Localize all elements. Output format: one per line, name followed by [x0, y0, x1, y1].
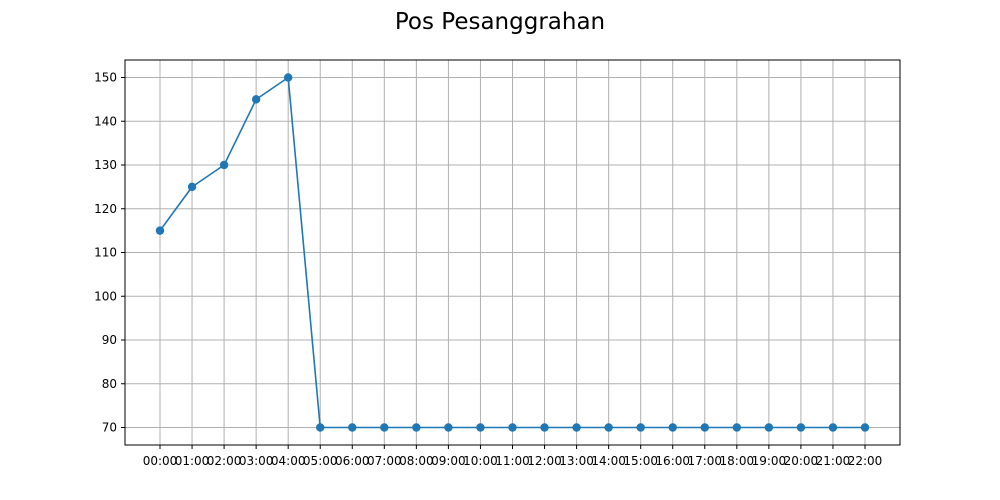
data-point: [572, 423, 581, 432]
y-tick-label: 140: [94, 114, 117, 128]
x-tick-label: 04:00: [271, 454, 306, 468]
x-tick-label: 10:00: [463, 454, 498, 468]
data-point: [860, 423, 870, 432]
x-tick-label: 16:00: [655, 454, 690, 468]
y-tick-label: 130: [94, 158, 117, 172]
x-tick-label: 13:00: [559, 454, 594, 468]
data-point: [604, 423, 613, 432]
data-point: [155, 226, 165, 235]
data-point: [316, 423, 325, 432]
data-point: [348, 423, 357, 432]
x-tick-label: 21:00: [816, 454, 851, 468]
data-points: [155, 73, 870, 432]
data-point: [508, 423, 517, 432]
data-point: [444, 423, 453, 432]
x-tick-label: 03:00: [239, 454, 274, 468]
chart-title: Pos Pesanggrahan: [395, 9, 605, 35]
x-tick-label: 15:00: [623, 454, 658, 468]
data-point: [187, 182, 197, 192]
data-point: [283, 73, 293, 82]
y-tick-label: 80: [102, 377, 117, 391]
data-point: [540, 423, 549, 432]
x-tick-label: 01:00: [175, 454, 210, 468]
data-point: [668, 423, 677, 432]
data-point: [828, 423, 838, 432]
x-tick-label: 06:00: [335, 454, 370, 468]
y-tick-label: 120: [94, 202, 117, 216]
data-point: [380, 423, 389, 432]
data-point: [700, 423, 709, 432]
data-point: [476, 423, 485, 432]
x-tick-label: 14:00: [591, 454, 626, 468]
data-point: [636, 423, 645, 432]
x-tick-label: 20:00: [784, 454, 819, 468]
x-tick-label: 07:00: [367, 454, 402, 468]
y-tick-label: 90: [102, 333, 117, 347]
x-tick-label: 09:00: [431, 454, 466, 468]
x-tick-label: 11:00: [495, 454, 530, 468]
x-tick-label: 05:00: [303, 454, 338, 468]
y-tick-label: 110: [94, 246, 117, 260]
data-point: [251, 95, 261, 104]
y-tick-label: 70: [102, 421, 117, 435]
data-point: [796, 423, 806, 432]
data-point: [219, 160, 229, 170]
x-tick-label: 22:00: [848, 454, 883, 468]
y-tick-label: 100: [94, 289, 117, 303]
x-tick-label: 19:00: [752, 454, 787, 468]
axes: 00:0001:0002:0003:0004:0005:0006:0007:00…: [94, 71, 882, 469]
x-tick-label: 08:00: [399, 454, 434, 468]
data-point: [732, 423, 742, 432]
y-tick-label: 150: [94, 71, 117, 85]
x-tick-label: 00:00: [143, 454, 178, 468]
x-tick-label: 02:00: [207, 454, 242, 468]
x-tick-label: 12:00: [527, 454, 562, 468]
data-point: [764, 423, 774, 432]
plot-frame: [124, 59, 901, 446]
x-tick-label: 18:00: [720, 454, 755, 468]
grid: [125, 60, 900, 445]
x-tick-label: 17:00: [687, 454, 722, 468]
data-point: [412, 423, 421, 432]
